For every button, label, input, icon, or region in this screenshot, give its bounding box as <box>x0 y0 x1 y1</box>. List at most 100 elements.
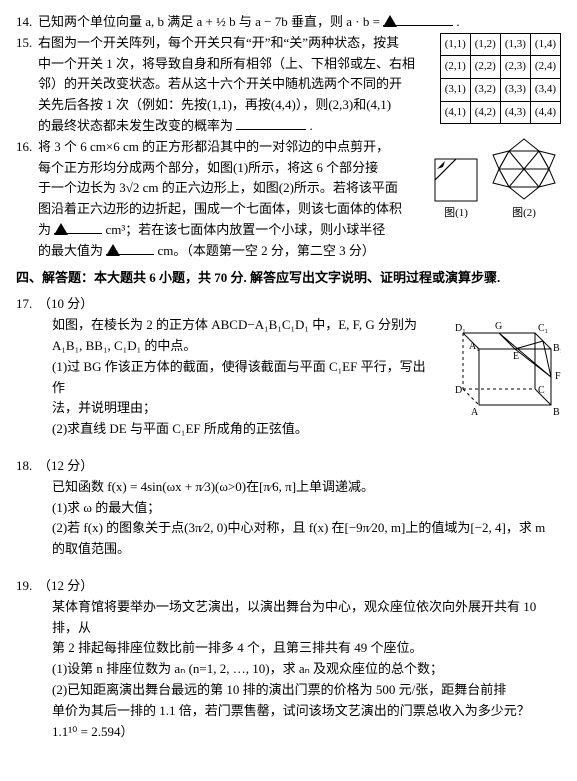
q15-grid-figure: (1,1)(1,2)(1,3)(1,4) (2,1)(2,2)(2,3)(2,4… <box>432 33 561 124</box>
q17-text: 如图，在棱长为 2 的正方体 ABCD−A₁B₁C₁D₁ 中，E, F, G 分… <box>38 315 435 440</box>
q19-body: （12 分） 某体育馆将要举办一场文艺演出，以演出舞台为中心，观众座位依次向外展… <box>38 576 561 742</box>
table-row: (2,1)(2,2)(2,3)(2,4) <box>440 56 560 79</box>
svg-text:D: D <box>455 385 462 396</box>
table-row: (4,1)(4,2)(4,3)(4,4) <box>440 101 560 124</box>
q15-line-5: 的最终状态都未发生改变的概率为 <box>38 118 233 133</box>
figure-2-caption: 图(2) <box>487 205 561 223</box>
cell: (2,3) <box>500 56 530 79</box>
q15-line-1: 右图为一个开关阵列，每个开关只有“开”和“关”两种状态，按其 <box>38 35 399 50</box>
q19-s4: 1.1¹⁰ = 2.594） <box>38 722 561 743</box>
q15-blank <box>236 116 306 130</box>
switch-grid: (1,1)(1,2)(1,3)(1,4) (2,1)(2,2)(2,3)(2,4… <box>440 33 561 124</box>
q19-l2: 第 2 排起每排座位数比前一排多 4 个，且第三排共有 49 个座位。 <box>38 638 561 659</box>
q15-text: 右图为一个开关阵列，每个开关只有“开”和“关”两种状态，按其 中一个开关 1 次… <box>38 33 424 137</box>
svg-text:C₁: C₁ <box>538 323 548 334</box>
question-15: 15. 右图为一个开关阵列，每个开关只有“开”和“关”两种状态，按其 中一个开关… <box>16 33 561 137</box>
svg-text:C: C <box>538 385 545 396</box>
cell: (1,3) <box>500 33 530 56</box>
q14-body: 已知两个单位向量 a, b 满足 a + ½ b 与 a − 7b 垂直，则 a… <box>38 12 561 33</box>
q18-sub2b: 的取值范围。 <box>38 539 561 560</box>
cell: (2,4) <box>530 56 560 79</box>
figure-2-icon <box>487 137 561 203</box>
spacer <box>16 560 561 576</box>
cell: (2,1) <box>440 56 470 79</box>
q16-line-1: 将 3 个 6 cm×6 cm 的正方形都沿其中的一对邻边的中点剪开， <box>38 139 389 154</box>
q19-l1: 某体育馆将要举办一场文艺演出，以演出舞台为中心，观众座位依次向外展开共有 10 … <box>38 597 561 639</box>
cell: (1,1) <box>440 33 470 56</box>
svg-text:A: A <box>471 407 479 418</box>
q14-blank <box>383 12 453 26</box>
q18-stem: 已知函数 f(x) = 4sin(ωx + π⁄3)(ω>0)在[π⁄6, π]… <box>38 477 561 498</box>
cell: (4,3) <box>500 101 530 124</box>
q16-line-3: 于一个边长为 3√2 cm 的正六边形上，如图(2)所示。若将该平面 <box>38 180 398 195</box>
svg-text:B₁: B₁ <box>553 343 561 354</box>
q18-points: （12 分） <box>38 458 93 473</box>
cube-figure-icon: D₁ G C₁ A₁ E B₁ F D C A B <box>443 315 561 425</box>
answer-marker-icon <box>106 244 120 256</box>
q15-line-3: 邻）的开关改变状态。若从这十六个开关中随机选两个不同的开 <box>38 76 402 91</box>
cell: (3,2) <box>470 78 500 101</box>
cell: (4,2) <box>470 101 500 124</box>
q19-points: （12 分） <box>38 578 93 593</box>
figure-1-icon <box>433 157 479 203</box>
cell: (3,3) <box>500 78 530 101</box>
q15-line-2: 中一个开关 1 次，将导致自身和所有相邻（上、下相邻或左、右相 <box>38 56 415 71</box>
q17-figure: D₁ G C₁ A₁ E B₁ F D C A B <box>443 315 561 425</box>
q19-s1: (1)设第 n 排座位数为 aₙ (n=1, 2, …, 10)，求 aₙ 及观… <box>38 659 561 680</box>
cell: (3,4) <box>530 78 560 101</box>
table-row: (3,1)(3,2)(3,3)(3,4) <box>440 78 560 101</box>
answer-marker-icon <box>54 223 68 235</box>
svg-text:F: F <box>555 371 561 382</box>
cell: (1,2) <box>470 33 500 56</box>
q16-body: 将 3 个 6 cm×6 cm 的正方形都沿其中的一对邻边的中点剪开， 每个正方… <box>38 137 561 262</box>
q17-line-4: 法，并说明理由； <box>52 400 156 415</box>
q17-points: （10 分） <box>38 296 93 311</box>
svg-text:E: E <box>513 351 519 362</box>
cell: (3,1) <box>440 78 470 101</box>
q19-number: 19. <box>16 576 38 597</box>
q18-sub2a: (2)若 f(x) 的图象关于点(3π⁄2, 0)中心对称，且 f(x) 在[−… <box>38 518 561 539</box>
question-16: 16. 将 3 个 6 cm×6 cm 的正方形都沿其中的一对邻边的中点剪开， … <box>16 137 561 262</box>
q16-line-2: 每个正方形均分成两个部分，如图(1)所示，将这 6 个部分接 <box>38 160 378 175</box>
table-row: (1,1)(1,2)(1,3)(1,4) <box>440 33 560 56</box>
section-4-heading: 四、解答题：本大题共 6 小题，共 70 分. 解答应写出文字说明、证明过程或演… <box>16 268 561 289</box>
q15-line-4: 关先后各按 1 次（例如：先按(1,1)，再按(4,4)），则(2,3)和(4,… <box>38 97 391 112</box>
answer-marker-icon <box>383 15 397 27</box>
svg-text:A₁: A₁ <box>469 341 480 352</box>
figure-2-wrap: 图(2) <box>487 137 561 223</box>
q17-line-1: 如图，在棱长为 2 的正方体 ABCD−A₁B₁C₁D₁ 中，E, F, G 分… <box>52 317 417 332</box>
question-17: 17. （10 分） 如图，在棱长为 2 的正方体 ABCD−A₁B₁C₁D₁ … <box>16 294 561 440</box>
svg-text:D₁: D₁ <box>455 323 466 334</box>
cell: (4,4) <box>530 101 560 124</box>
q19-s2: (2)已知距离演出舞台最远的第 10 排的演出门票的价格为 500 元/张，距舞… <box>38 680 561 701</box>
q17-line-3: (1)过 BG 作该正方体的截面，使得该截面与平面 C₁EF 平行，写出作 <box>52 359 426 395</box>
cell: (4,1) <box>440 101 470 124</box>
cell: (2,2) <box>470 56 500 79</box>
figure-1-wrap: 图(1) <box>433 157 479 223</box>
q16-line-5a: 为 <box>38 222 51 237</box>
q17-number: 17. <box>16 294 38 315</box>
q16-line-4: 图沿着正六边形的边折起，围成一个七面体，则该七面体的体积 <box>38 201 402 216</box>
q15-body: 右图为一个开关阵列，每个开关只有“开”和“关”两种状态，按其 中一个开关 1 次… <box>38 33 561 137</box>
q16-text: 将 3 个 6 cm×6 cm 的正方形都沿其中的一对邻边的中点剪开， 每个正方… <box>38 137 425 262</box>
q18-sub1: (1)求 ω 的最大值； <box>38 498 561 519</box>
q16-blank-1 <box>54 220 102 234</box>
exam-page: 14. 已知两个单位向量 a, b 满足 a + ½ b 与 a − 7b 垂直… <box>0 0 577 758</box>
q16-number: 16. <box>16 137 38 158</box>
question-14: 14. 已知两个单位向量 a, b 满足 a + ½ b 与 a − 7b 垂直… <box>16 12 561 33</box>
q16-blank-2 <box>106 241 154 255</box>
q17-line-2: A₁B₁, BB₁, C₁D₁ 的中点。 <box>52 338 196 353</box>
svg-text:B: B <box>553 407 560 418</box>
q14-text-b: b 与 a − 7b 垂直，则 a · b = <box>226 14 383 29</box>
cell: (1,4) <box>530 33 560 56</box>
q15-number: 15. <box>16 33 38 54</box>
q14-number: 14. <box>16 12 38 33</box>
q14-text-a: 已知两个单位向量 a, b 满足 a + <box>38 14 216 29</box>
q16-line-5b: cm³；若在该七面体内放置一个小球，则小球半径 <box>102 222 385 237</box>
q18-body: （12 分） 已知函数 f(x) = 4sin(ωx + π⁄3)(ω>0)在[… <box>38 456 561 560</box>
q14-frac: ½ <box>216 14 226 29</box>
spacer <box>16 440 561 456</box>
q16-figures: 图(1) <box>433 137 561 223</box>
q17-body: （10 分） 如图，在棱长为 2 的正方体 ABCD−A₁B₁C₁D₁ 中，E,… <box>38 294 561 440</box>
q16-line-6b: cm。（本题第一空 2 分，第二空 3 分） <box>154 243 375 258</box>
